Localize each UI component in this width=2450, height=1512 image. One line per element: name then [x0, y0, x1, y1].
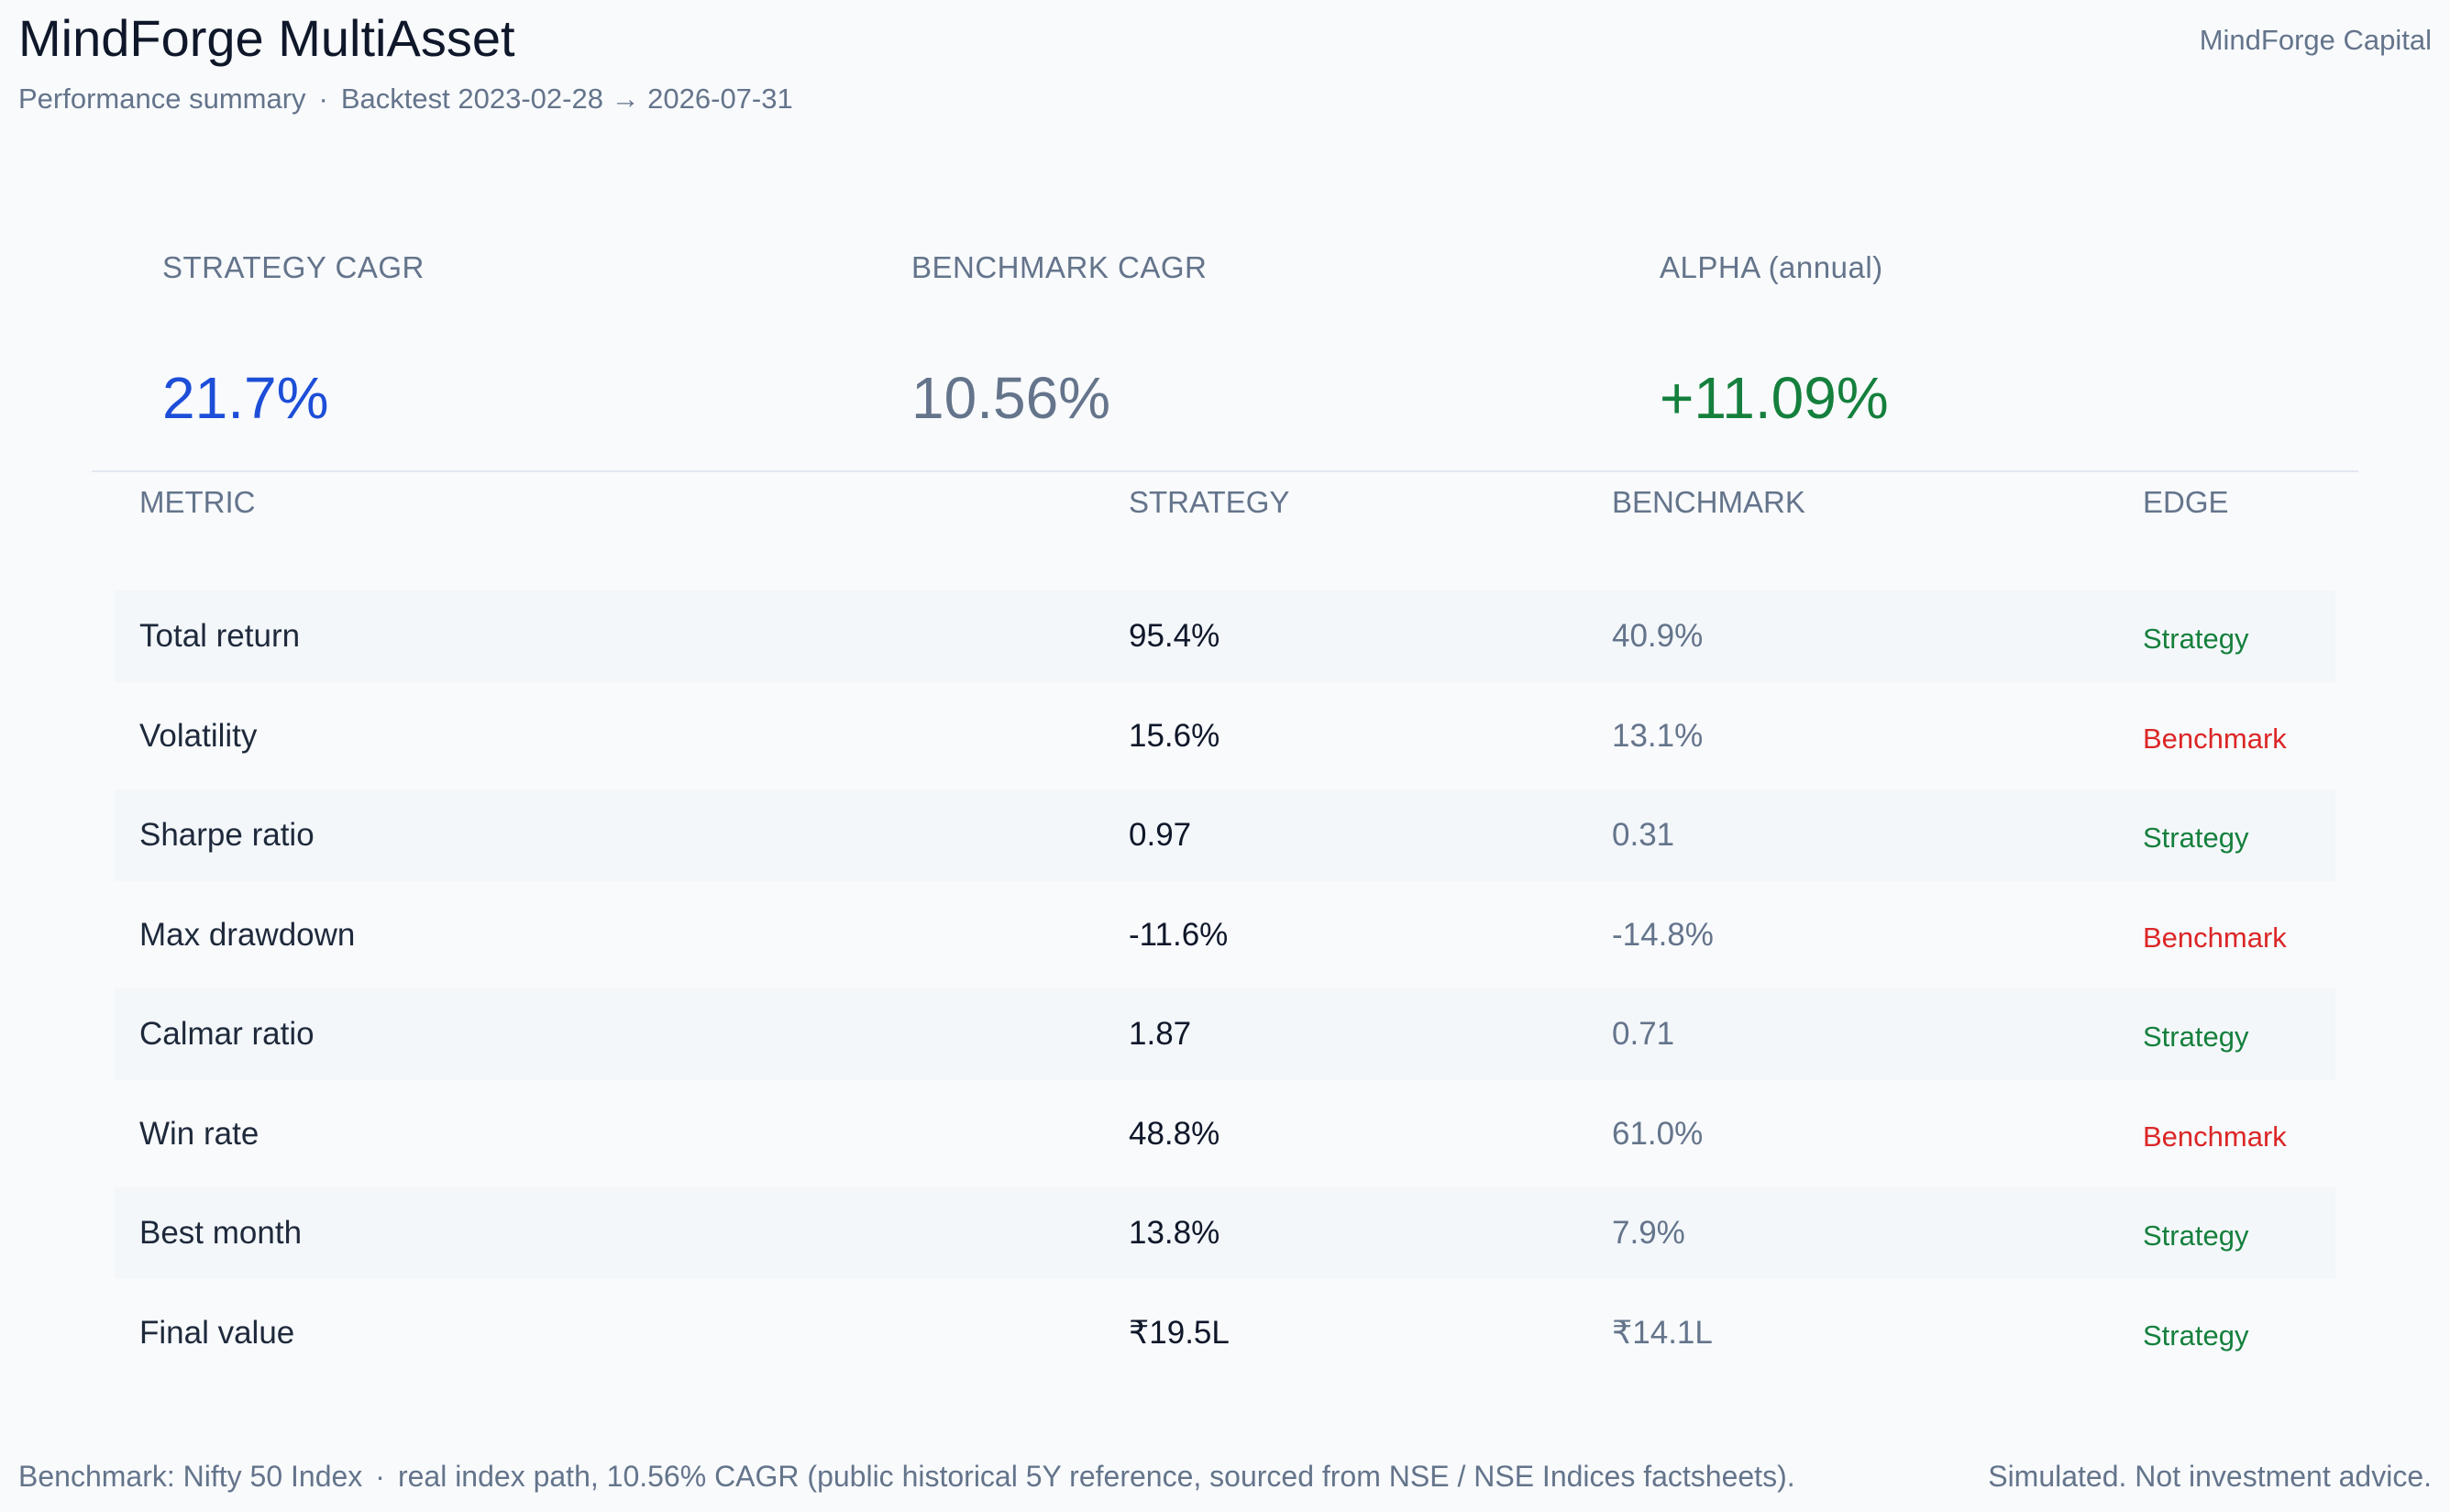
- table-row: Best month 13.8% 7.9% Strategy: [115, 1184, 2335, 1284]
- edge-label: Strategy: [2143, 623, 2249, 655]
- table-row: Sharpe ratio 0.97 0.31 Strategy: [115, 786, 2335, 886]
- column-header-strategy: STRATEGY: [1129, 485, 1290, 519]
- kpi-benchmark-cagr: BENCHMARK CAGR 10.56%: [911, 249, 1207, 433]
- column-header-edge: EDGE: [2143, 485, 2229, 519]
- metric-name: Win rate: [139, 1115, 259, 1152]
- edge-label: Strategy: [2143, 1319, 2249, 1352]
- metric-name: Best month: [139, 1215, 303, 1251]
- strategy-value: 95.4%: [1129, 618, 1220, 654]
- section-divider: [92, 470, 2358, 472]
- benchmark-value: 7.9%: [1612, 1215, 1685, 1251]
- strategy-value: 13.8%: [1129, 1215, 1220, 1251]
- kpi-label: ALPHA (annual): [1660, 250, 1883, 284]
- table-header: METRIC STRATEGY BENCHMARK EDGE: [115, 473, 2335, 587]
- strategy-value: 0.97: [1129, 817, 1192, 853]
- kpi-strip: STRATEGY CAGR 21.7% BENCHMARK CAGR 10.56…: [162, 249, 2363, 433]
- table-row: Win rate 48.8% 61.0% Benchmark: [115, 1085, 2335, 1185]
- disclaimer: Simulated. Not investment advice.: [1988, 1460, 2432, 1493]
- kpi-alpha-annual: ALPHA (annual) +11.09%: [1660, 249, 1889, 433]
- benchmark-value: 40.9%: [1612, 618, 1704, 654]
- benchmark-value: 13.1%: [1612, 717, 1704, 754]
- benchmark-value: 0.31: [1612, 817, 1675, 853]
- strategy-value: ₹19.5L: [1129, 1314, 1230, 1351]
- benchmark-source-note: real index path, 10.56% CAGR (public his…: [397, 1460, 1795, 1493]
- table-row: Max drawdown -11.6% -14.8% Benchmark: [115, 886, 2335, 986]
- metric-name: Calmar ratio: [139, 1016, 315, 1052]
- table-row: Calmar ratio 1.87 0.71 Strategy: [115, 985, 2335, 1085]
- edge-label: Benchmark: [2143, 722, 2287, 755]
- edge-label: Strategy: [2143, 1021, 2249, 1053]
- benchmark-value: -14.8%: [1612, 916, 1714, 953]
- benchmark-value: 0.71: [1612, 1016, 1675, 1052]
- kpi-strategy-cagr: STRATEGY CAGR 21.7%: [162, 249, 425, 433]
- metric-name: Total return: [139, 618, 301, 654]
- strategy-value: 1.87: [1129, 1016, 1192, 1052]
- benchmark-source-label: Benchmark: Nifty 50 Index: [18, 1460, 363, 1493]
- report-header: MindForge MultiAsset Performance summary…: [18, 6, 2432, 116]
- edge-label: Strategy: [2143, 822, 2249, 854]
- metric-name: Final value: [139, 1314, 295, 1351]
- column-header-metric: METRIC: [139, 485, 256, 519]
- metrics-table: METRIC STRATEGY BENCHMARK EDGE Total ret…: [115, 473, 2335, 1383]
- strategy-value: 48.8%: [1129, 1115, 1220, 1152]
- edge-label: Strategy: [2143, 1220, 2249, 1252]
- kpi-label: BENCHMARK CAGR: [911, 250, 1208, 284]
- report-footer: Benchmark: Nifty 50 Index · real index pat…: [18, 1456, 2432, 1496]
- benchmark-value: 61.0%: [1612, 1115, 1704, 1152]
- page-subtitle: Performance summary · Backtest 2023-02-28 …: [18, 81, 2432, 117]
- benchmark-value: ₹14.1L: [1612, 1314, 1713, 1351]
- column-header-benchmark: BENCHMARK: [1612, 485, 1805, 519]
- edge-label: Benchmark: [2143, 921, 2287, 954]
- footer-separator: ·: [375, 1460, 385, 1493]
- metric-name: Volatility: [139, 717, 258, 754]
- metric-name: Max drawdown: [139, 916, 356, 953]
- strategy-value: -11.6%: [1129, 916, 1229, 953]
- subtitle-separator: ·: [318, 83, 328, 115]
- table-row: Final value ₹19.5L ₹14.1L Strategy: [115, 1284, 2335, 1384]
- kpi-value: 10.56%: [911, 365, 1111, 431]
- page-title: MindForge MultiAsset: [18, 9, 515, 67]
- table-row: Volatility 15.6% 13.1% Benchmark: [115, 687, 2335, 787]
- kpi-label: STRATEGY CAGR: [162, 250, 425, 284]
- subtitle-report-type: Performance summary: [18, 83, 306, 115]
- subtitle-backtest-range: Backtest 2023-02-28 → 2026-07-31: [340, 83, 793, 115]
- kpi-value: +11.09%: [1660, 365, 1889, 431]
- kpi-value: 21.7%: [162, 365, 329, 431]
- strategy-value: 15.6%: [1129, 717, 1220, 754]
- edge-label: Benchmark: [2143, 1120, 2287, 1153]
- brand-name: MindForge Capital: [2199, 24, 2432, 56]
- metric-name: Sharpe ratio: [139, 817, 315, 853]
- table-row: Total return 95.4% 40.9% Strategy: [115, 587, 2335, 687]
